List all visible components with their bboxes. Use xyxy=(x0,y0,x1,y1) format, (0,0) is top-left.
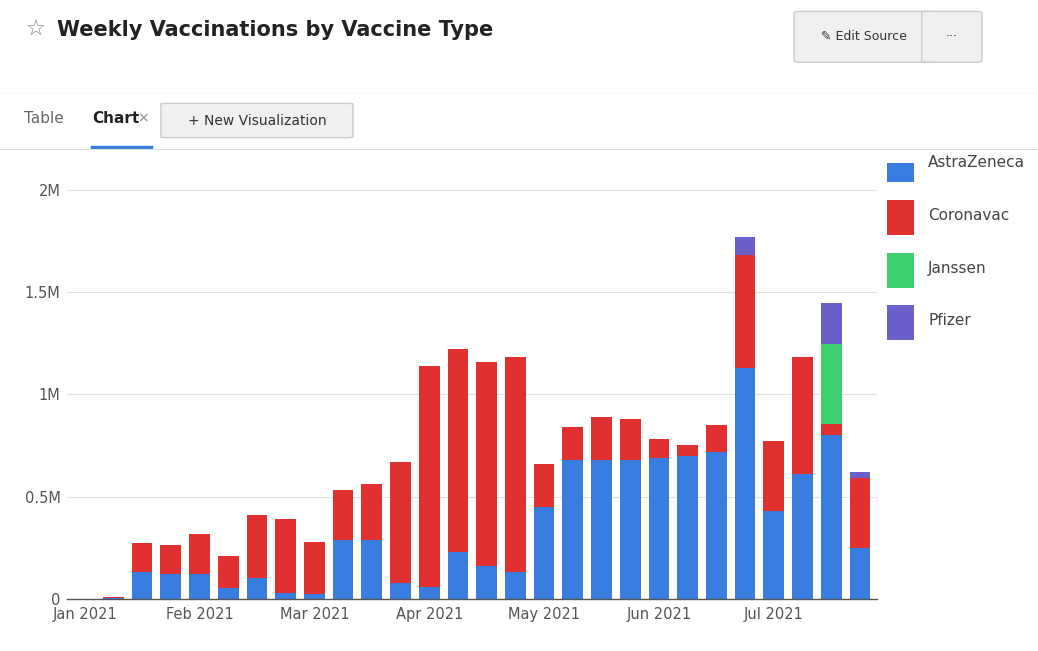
Text: ×: × xyxy=(137,111,149,125)
Bar xyxy=(706,452,727,599)
Bar xyxy=(849,547,870,599)
FancyBboxPatch shape xyxy=(161,104,353,138)
Text: ···: ··· xyxy=(946,31,958,44)
FancyBboxPatch shape xyxy=(887,305,913,340)
Bar xyxy=(476,361,497,566)
Bar xyxy=(563,427,583,460)
Bar xyxy=(563,460,583,599)
Bar xyxy=(103,598,124,599)
Bar xyxy=(447,552,468,599)
Bar xyxy=(849,472,870,478)
Bar xyxy=(275,593,296,599)
Text: Pfizer: Pfizer xyxy=(928,313,971,329)
Bar xyxy=(361,540,382,599)
Text: Coronavac: Coronavac xyxy=(928,208,1009,223)
Bar xyxy=(103,597,124,598)
FancyBboxPatch shape xyxy=(887,200,913,235)
FancyBboxPatch shape xyxy=(887,253,913,288)
Text: Table: Table xyxy=(24,111,63,126)
Bar xyxy=(161,545,182,574)
Bar xyxy=(620,419,640,460)
Bar xyxy=(476,566,497,599)
Bar xyxy=(390,462,411,583)
Text: + New Visualization: + New Visualization xyxy=(188,113,326,128)
Bar xyxy=(506,357,525,572)
Bar xyxy=(534,507,554,599)
Bar xyxy=(304,542,325,594)
Bar xyxy=(735,237,756,255)
Bar xyxy=(333,490,353,540)
Bar xyxy=(333,540,353,599)
Bar xyxy=(649,458,670,599)
FancyBboxPatch shape xyxy=(887,147,913,182)
Bar xyxy=(821,436,842,599)
Bar xyxy=(677,456,698,599)
Bar xyxy=(275,519,296,593)
Text: ☆: ☆ xyxy=(26,20,46,40)
Bar xyxy=(649,439,670,458)
FancyBboxPatch shape xyxy=(922,11,982,62)
Text: Janssen: Janssen xyxy=(928,260,987,276)
Bar xyxy=(361,484,382,540)
Text: ✎ Edit Source: ✎ Edit Source xyxy=(821,31,907,44)
Bar xyxy=(620,460,640,599)
Bar xyxy=(506,572,525,599)
Bar xyxy=(534,464,554,507)
Bar xyxy=(792,357,813,474)
Bar xyxy=(161,574,182,599)
Bar xyxy=(677,445,698,456)
Bar xyxy=(419,587,439,599)
Bar xyxy=(821,344,842,424)
Text: Weekly Vaccinations by Vaccine Type: Weekly Vaccinations by Vaccine Type xyxy=(57,20,493,40)
Bar xyxy=(592,460,611,599)
Bar xyxy=(218,588,239,599)
Bar xyxy=(419,366,439,587)
Bar xyxy=(849,478,870,547)
Text: Chart: Chart xyxy=(92,111,140,126)
Bar xyxy=(189,534,210,574)
Bar xyxy=(792,474,813,599)
Bar xyxy=(821,303,842,344)
Bar xyxy=(447,350,468,552)
Bar xyxy=(735,368,756,599)
Bar xyxy=(304,594,325,599)
Bar xyxy=(763,511,784,599)
Text: AstraZeneca: AstraZeneca xyxy=(928,155,1026,171)
Bar xyxy=(735,255,756,368)
Bar xyxy=(218,556,239,588)
Bar xyxy=(189,574,210,599)
Bar xyxy=(706,425,727,452)
Bar xyxy=(821,424,842,436)
FancyBboxPatch shape xyxy=(794,11,934,62)
Bar xyxy=(592,417,611,460)
Bar xyxy=(247,579,268,599)
Bar xyxy=(132,543,153,572)
Bar xyxy=(132,572,153,599)
Bar xyxy=(763,441,784,511)
Bar xyxy=(390,583,411,599)
Bar xyxy=(247,515,268,579)
